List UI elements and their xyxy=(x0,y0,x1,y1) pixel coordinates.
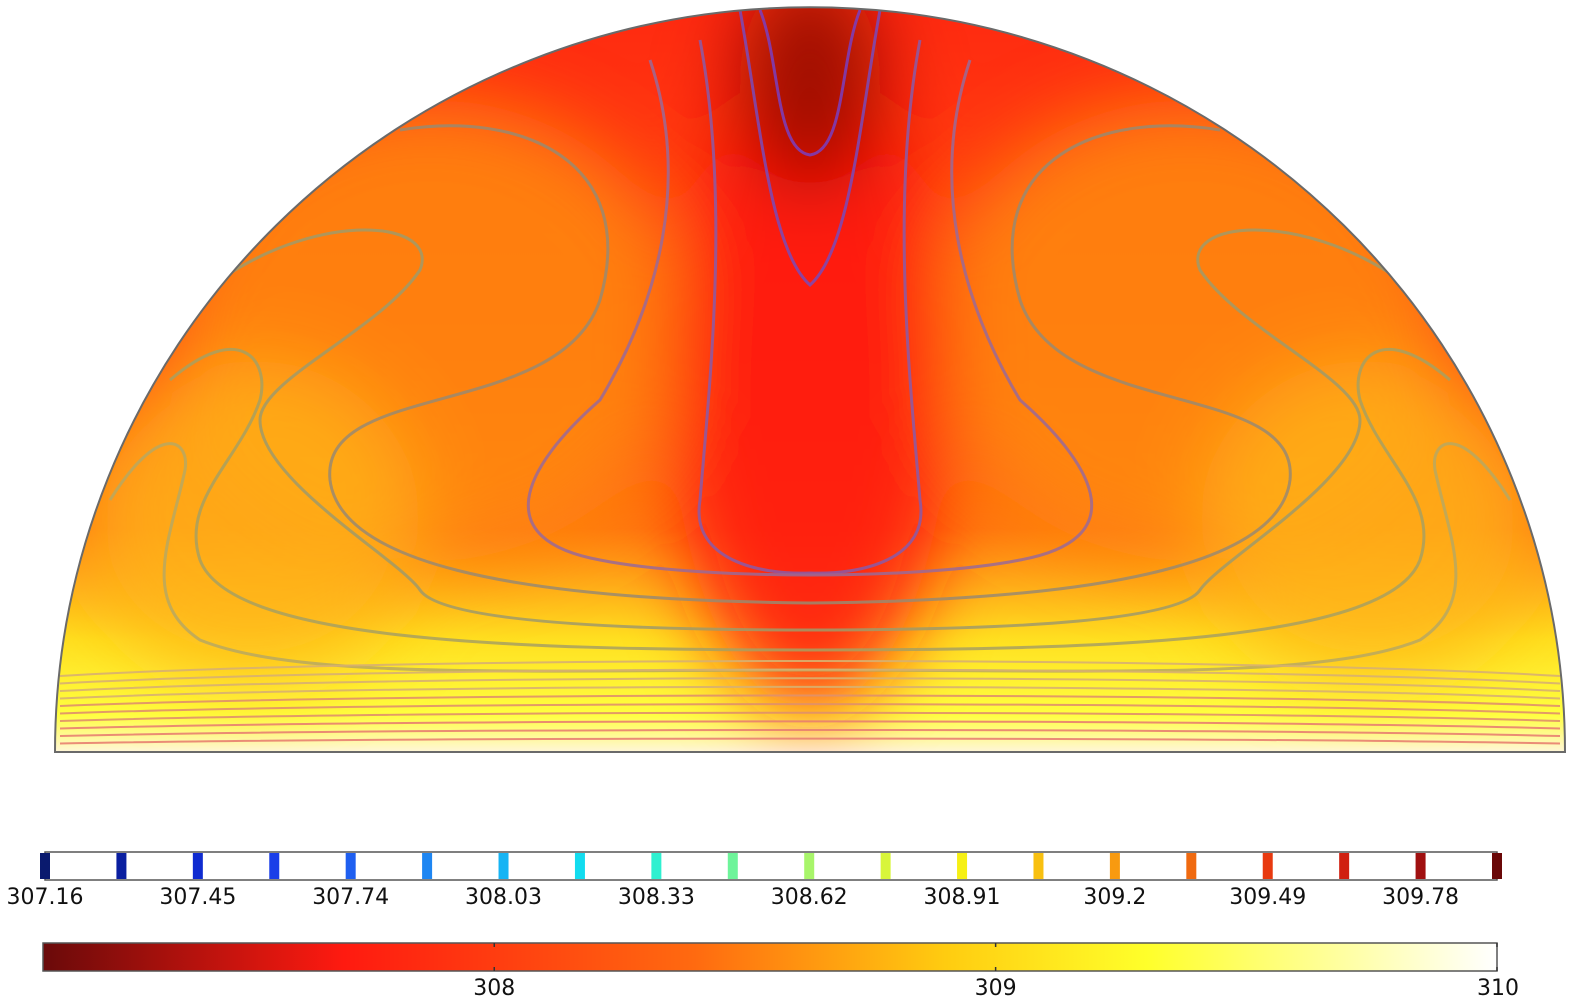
contour-level-swatch xyxy=(1186,853,1197,879)
color-legend-tick-label: 310 xyxy=(1477,976,1519,1001)
contour-level-swatch xyxy=(116,853,127,879)
contour-level-swatch xyxy=(498,853,509,879)
contour-legend-tick-label: 308.91 xyxy=(924,885,1001,910)
contour-legend: 307.16 307.45 307.74 308.03 308.33 308.62 308.… xyxy=(7,851,1502,910)
contour-level-swatch xyxy=(574,853,585,879)
contour-legend-tick-label: 308.62 xyxy=(771,885,848,910)
contour-legend-tick-label: 307.45 xyxy=(159,885,236,910)
contour-level-swatch xyxy=(1109,853,1120,879)
temperature-field xyxy=(55,7,1565,752)
contour-level-swatch xyxy=(269,853,280,879)
contour-legend-tick-label: 309.2 xyxy=(1083,885,1146,910)
contour-level-swatch xyxy=(727,853,738,879)
contour-level-swatch xyxy=(651,853,662,879)
contour-level-swatch xyxy=(40,853,50,879)
contour-level-swatch xyxy=(1033,853,1044,879)
contour-level-swatch xyxy=(1415,853,1426,879)
isotherm-contours xyxy=(59,9,1561,745)
contour-legend-tick-label: 309.78 xyxy=(1382,885,1459,910)
contour-legend-frame xyxy=(44,851,1498,881)
dome-outline xyxy=(53,6,1567,753)
contour-legend-tick-label: 307.74 xyxy=(312,885,389,910)
color-legend-bar xyxy=(42,942,1498,972)
contour-level-swatch xyxy=(804,853,815,879)
color-legend-tick-label: 309 xyxy=(975,976,1017,1001)
contour-legend-tick-label: 309.49 xyxy=(1229,885,1306,910)
color-legend-tick-label: 308 xyxy=(473,976,515,1001)
contour-legend-tick-label: 308.03 xyxy=(465,885,542,910)
contour-level-swatch xyxy=(345,853,356,879)
contour-level-swatch xyxy=(1262,853,1273,879)
contour-legend-tick-label: 308.33 xyxy=(618,885,695,910)
contour-level-swatch xyxy=(192,853,203,879)
contour-level-swatch xyxy=(1492,853,1502,879)
contour-level-swatch xyxy=(957,853,968,879)
color-legend: 308 309 310 xyxy=(42,942,1519,1001)
contour-level-swatch xyxy=(1339,853,1350,879)
contour-legend-tick-label: 307.16 xyxy=(7,885,84,910)
contour-level-swatch xyxy=(422,853,433,879)
contour-level-swatch xyxy=(880,853,891,879)
